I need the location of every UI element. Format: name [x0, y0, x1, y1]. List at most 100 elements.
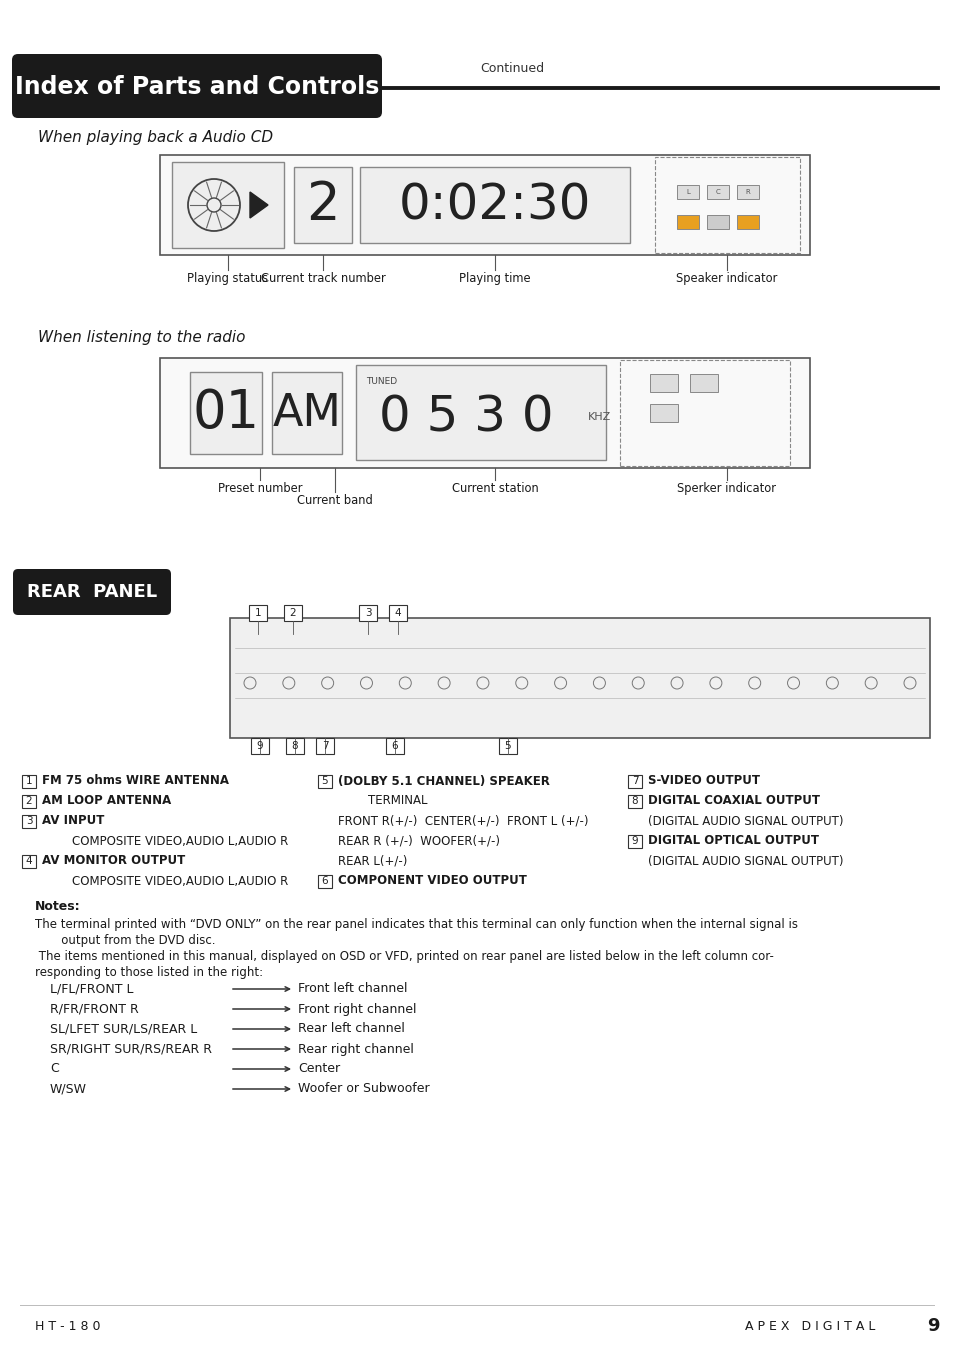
- Text: REAR R (+/-)  WOOFER(+/-): REAR R (+/-) WOOFER(+/-): [337, 834, 499, 848]
- Text: R/FR/FRONT R: R/FR/FRONT R: [50, 1003, 138, 1015]
- Bar: [389, 605, 407, 621]
- Bar: [190, 373, 262, 454]
- Text: DIGITAL OPTICAL OUTPUT: DIGITAL OPTICAL OUTPUT: [647, 834, 818, 848]
- Text: Continued: Continued: [479, 62, 543, 74]
- Bar: [22, 815, 36, 828]
- Text: (DIGITAL AUDIO SIGNAL OUTPUT): (DIGITAL AUDIO SIGNAL OUTPUT): [647, 855, 842, 868]
- Text: Playing time: Playing time: [458, 271, 530, 285]
- Text: (DIGITAL AUDIO SIGNAL OUTPUT): (DIGITAL AUDIO SIGNAL OUTPUT): [647, 814, 842, 828]
- Bar: [737, 185, 759, 198]
- Bar: [286, 738, 304, 755]
- Bar: [22, 775, 36, 788]
- Bar: [251, 738, 269, 755]
- Text: SR/RIGHT SUR/RS/REAR R: SR/RIGHT SUR/RS/REAR R: [50, 1042, 212, 1056]
- Bar: [737, 215, 759, 230]
- Text: Current station: Current station: [451, 482, 537, 495]
- Text: 4: 4: [26, 856, 32, 865]
- Text: (DOLBY 5.1 CHANNEL) SPEAKER: (DOLBY 5.1 CHANNEL) SPEAKER: [337, 775, 549, 787]
- Text: W/SW: W/SW: [50, 1083, 87, 1095]
- Text: 6: 6: [321, 876, 328, 886]
- Text: R: R: [745, 189, 750, 194]
- Text: S-VIDEO OUTPUT: S-VIDEO OUTPUT: [647, 775, 760, 787]
- Text: H T - 1 8 0: H T - 1 8 0: [35, 1319, 100, 1332]
- Text: AM LOOP ANTENNA: AM LOOP ANTENNA: [42, 795, 172, 807]
- Bar: [315, 738, 334, 755]
- Text: COMPOSITE VIDEO,AUDIO L,AUDIO R: COMPOSITE VIDEO,AUDIO L,AUDIO R: [71, 875, 288, 887]
- Text: C: C: [715, 189, 720, 194]
- Text: Woofer or Subwoofer: Woofer or Subwoofer: [297, 1083, 429, 1095]
- Polygon shape: [250, 192, 268, 217]
- Text: DIGITAL COAXIAL OUTPUT: DIGITAL COAXIAL OUTPUT: [647, 795, 820, 807]
- Bar: [172, 162, 284, 248]
- Text: Rear left channel: Rear left channel: [297, 1022, 404, 1035]
- Text: 2: 2: [306, 180, 339, 231]
- Text: output from the DVD disc.: output from the DVD disc.: [35, 934, 215, 946]
- Text: When listening to the radio: When listening to the radio: [38, 329, 245, 346]
- Bar: [359, 167, 629, 243]
- Bar: [355, 364, 605, 460]
- Text: 0:02:30: 0:02:30: [398, 181, 591, 230]
- Text: 9: 9: [926, 1318, 939, 1335]
- Bar: [619, 360, 789, 466]
- Text: 3: 3: [26, 815, 32, 826]
- Text: Front left channel: Front left channel: [297, 983, 407, 995]
- Text: 8: 8: [631, 796, 638, 806]
- Bar: [649, 374, 678, 392]
- Text: Notes:: Notes:: [35, 900, 81, 913]
- Text: Index of Parts and Controls: Index of Parts and Controls: [15, 76, 378, 99]
- Bar: [230, 618, 929, 738]
- Text: C: C: [50, 1062, 59, 1076]
- Text: COMPONENT VIDEO OUTPUT: COMPONENT VIDEO OUTPUT: [337, 875, 526, 887]
- Text: 1: 1: [26, 776, 32, 786]
- Text: 0 5 3 0: 0 5 3 0: [378, 393, 553, 441]
- Text: The items mentioned in this manual, displayed on OSD or VFD, printed on rear pan: The items mentioned in this manual, disp…: [35, 950, 773, 963]
- Text: 1: 1: [254, 608, 261, 618]
- Text: Rear right channel: Rear right channel: [297, 1042, 414, 1056]
- Text: 2: 2: [26, 796, 32, 806]
- Text: AV INPUT: AV INPUT: [42, 814, 104, 828]
- Bar: [358, 605, 376, 621]
- Bar: [677, 185, 699, 198]
- Bar: [706, 215, 728, 230]
- Text: Center: Center: [297, 1062, 340, 1076]
- Text: 6: 6: [392, 741, 398, 751]
- Bar: [627, 795, 641, 809]
- Text: 4: 4: [395, 608, 401, 618]
- Bar: [272, 373, 341, 454]
- Bar: [317, 775, 332, 788]
- Text: When playing back a Audio CD: When playing back a Audio CD: [38, 130, 273, 144]
- Text: L: L: [685, 189, 689, 194]
- Text: AM: AM: [273, 392, 341, 435]
- Bar: [22, 795, 36, 809]
- Text: 5: 5: [321, 776, 328, 786]
- Text: Speaker indicator: Speaker indicator: [676, 271, 777, 285]
- Bar: [649, 404, 678, 423]
- FancyBboxPatch shape: [12, 54, 381, 117]
- Text: Preset number: Preset number: [217, 482, 302, 495]
- Text: SL/LFET SUR/LS/REAR L: SL/LFET SUR/LS/REAR L: [50, 1022, 197, 1035]
- Text: Front right channel: Front right channel: [297, 1003, 416, 1015]
- Bar: [317, 875, 332, 888]
- Text: TUNED: TUNED: [366, 377, 396, 386]
- Bar: [249, 605, 267, 621]
- Text: Playing status: Playing status: [187, 271, 269, 285]
- Bar: [160, 358, 809, 468]
- Text: 5: 5: [504, 741, 511, 751]
- Bar: [22, 855, 36, 868]
- Text: A P E X   D I G I T A L: A P E X D I G I T A L: [744, 1319, 875, 1332]
- Text: 9: 9: [631, 836, 638, 846]
- Text: REAR L(+/-): REAR L(+/-): [337, 855, 407, 868]
- Text: FRONT R(+/-)  CENTER(+/-)  FRONT L (+/-): FRONT R(+/-) CENTER(+/-) FRONT L (+/-): [337, 814, 588, 828]
- Text: 01: 01: [193, 387, 259, 439]
- Text: FM 75 ohms WIRE ANTENNA: FM 75 ohms WIRE ANTENNA: [42, 775, 229, 787]
- Text: COMPOSITE VIDEO,AUDIO L,AUDIO R: COMPOSITE VIDEO,AUDIO L,AUDIO R: [71, 834, 288, 848]
- Bar: [498, 738, 517, 755]
- Text: REAR  PANEL: REAR PANEL: [27, 583, 157, 601]
- Text: Current band: Current band: [296, 494, 373, 508]
- Text: responding to those listed in the right:: responding to those listed in the right:: [35, 967, 263, 979]
- Bar: [160, 155, 809, 255]
- Text: Current track number: Current track number: [260, 271, 385, 285]
- Text: 8: 8: [292, 741, 298, 751]
- Bar: [294, 167, 352, 243]
- FancyBboxPatch shape: [13, 568, 171, 616]
